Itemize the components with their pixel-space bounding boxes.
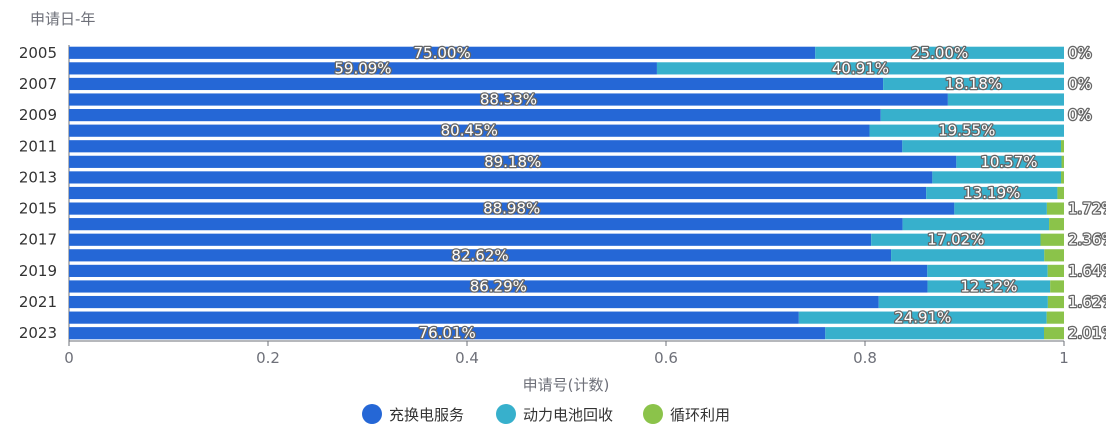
bar-segment-2013-2[interactable] xyxy=(1061,171,1064,183)
y-axis-title: 申请日-年 xyxy=(30,10,95,28)
bar-segment-2014-2[interactable] xyxy=(1057,187,1064,199)
data-label: 18.18% xyxy=(945,75,1002,93)
bar-segment-2009-0[interactable] xyxy=(69,109,881,121)
bars xyxy=(69,47,1064,340)
y-tick-label: 2013 xyxy=(19,168,57,186)
data-label: 24.91% xyxy=(894,309,951,327)
y-tick-label: 2015 xyxy=(19,200,57,218)
legend-item-1[interactable]: 动力电池回收 xyxy=(496,404,613,424)
bar-segment-2016-0[interactable] xyxy=(69,218,903,230)
bar-segment-2016-1[interactable] xyxy=(903,218,1049,230)
data-label: 82.62% xyxy=(451,246,508,264)
data-label: 0% xyxy=(1068,106,1092,124)
legend[interactable]: 充换电服务 动力电池回收 循环利用 xyxy=(362,404,730,424)
bar-segment-2021-1[interactable] xyxy=(879,296,1048,308)
data-label: 0% xyxy=(1068,44,1092,62)
bar-segment-2011-1[interactable] xyxy=(902,140,1061,152)
bar-segment-2017-2[interactable] xyxy=(1041,234,1064,246)
legend-label: 充换电服务 xyxy=(389,406,464,424)
legend-marker xyxy=(496,404,516,424)
bar-segment-2012-2[interactable] xyxy=(1062,156,1064,168)
bar-segment-2011-2[interactable] xyxy=(1061,140,1064,152)
data-label: 2.01% xyxy=(1068,324,1106,342)
x-tick-label: 0 xyxy=(64,349,74,367)
x-tick-label: 1 xyxy=(1059,349,1069,367)
x-tick-label: 0.2 xyxy=(256,349,280,367)
bar-segment-2021-0[interactable] xyxy=(69,296,879,308)
x-axis-ticks: 0 0.2 0.4 0.6 0.8 1 xyxy=(64,341,1069,367)
y-tick-label: 2019 xyxy=(19,262,57,280)
bar-segment-2019-0[interactable] xyxy=(69,265,927,277)
data-label: 0% xyxy=(1068,75,1092,93)
data-label: 12.32% xyxy=(960,277,1017,295)
bar-segment-2022-2[interactable] xyxy=(1047,312,1064,324)
bar-segment-2019-2[interactable] xyxy=(1048,265,1064,277)
bar-segment-2021-2[interactable] xyxy=(1048,296,1064,308)
data-label: 13.19% xyxy=(963,184,1020,202)
legend-item-2[interactable]: 循环利用 xyxy=(643,404,730,424)
data-label: 17.02% xyxy=(927,231,984,249)
data-label: 10.57% xyxy=(980,153,1037,171)
data-label: 59.09% xyxy=(334,59,391,77)
legend-label: 动力电池回收 xyxy=(523,406,613,424)
data-label: 1.64% xyxy=(1068,262,1106,280)
y-tick-label: 2021 xyxy=(19,293,57,311)
data-label: 88.33% xyxy=(480,91,537,109)
bar-segment-2020-2[interactable] xyxy=(1050,280,1064,292)
bar-segment-2014-0[interactable] xyxy=(69,187,926,199)
bar-segment-2013-0[interactable] xyxy=(69,171,932,183)
data-label: 76.01% xyxy=(419,324,476,342)
bar-segment-2009-1[interactable] xyxy=(881,109,1064,121)
bar-segment-2015-2[interactable] xyxy=(1047,202,1064,214)
legend-label: 循环利用 xyxy=(670,406,730,424)
bar-segment-2008-1[interactable] xyxy=(948,93,1064,105)
bar-segment-2011-0[interactable] xyxy=(69,140,902,152)
data-label: 88.98% xyxy=(483,200,540,218)
bar-segment-2023-1[interactable] xyxy=(825,327,1044,339)
y-tick-label: 2009 xyxy=(19,106,57,124)
data-label: 86.29% xyxy=(470,277,527,295)
bar-segment-2019-1[interactable] xyxy=(927,265,1047,277)
data-label: 75.00% xyxy=(414,44,471,62)
x-tick-label: 0.6 xyxy=(654,349,678,367)
data-label: 80.45% xyxy=(441,122,498,140)
data-label: 89.18% xyxy=(484,153,541,171)
bar-segment-2007-0[interactable] xyxy=(69,78,883,90)
y-tick-label: 2017 xyxy=(19,231,57,249)
y-tick-label: 2007 xyxy=(19,75,57,93)
bar-segment-2018-2[interactable] xyxy=(1044,249,1064,261)
x-axis-title: 申请号(计数) xyxy=(523,376,610,394)
bar-segment-2013-1[interactable] xyxy=(932,171,1061,183)
data-label: 19.55% xyxy=(938,122,995,140)
bar-segment-2018-1[interactable] xyxy=(891,249,1044,261)
bar-segment-2016-2[interactable] xyxy=(1049,218,1064,230)
data-label: 40.91% xyxy=(832,59,889,77)
data-label: 2.36% xyxy=(1068,231,1106,249)
y-tick-label: 2011 xyxy=(19,137,57,155)
x-tick-label: 0.8 xyxy=(853,349,877,367)
bar-segment-2023-2[interactable] xyxy=(1044,327,1064,339)
legend-marker xyxy=(643,404,663,424)
bar-segment-2017-0[interactable] xyxy=(69,234,871,246)
legend-item-0[interactable]: 充换电服务 xyxy=(362,404,464,424)
x-tick-label: 0.4 xyxy=(455,349,479,367)
bar-segment-2022-0[interactable] xyxy=(69,312,799,324)
data-label: 25.00% xyxy=(911,44,968,62)
y-tick-label: 2023 xyxy=(19,324,57,342)
data-label: 1.62% xyxy=(1068,293,1106,311)
y-axis-ticks: 2005 2007 2009 2011 2013 2015 2017 2019 2021 2023 xyxy=(19,44,57,342)
legend-marker xyxy=(362,404,382,424)
data-label: 1.72% xyxy=(1068,200,1106,218)
y-tick-label: 2005 xyxy=(19,44,57,62)
bar-segment-2015-1[interactable] xyxy=(954,202,1047,214)
